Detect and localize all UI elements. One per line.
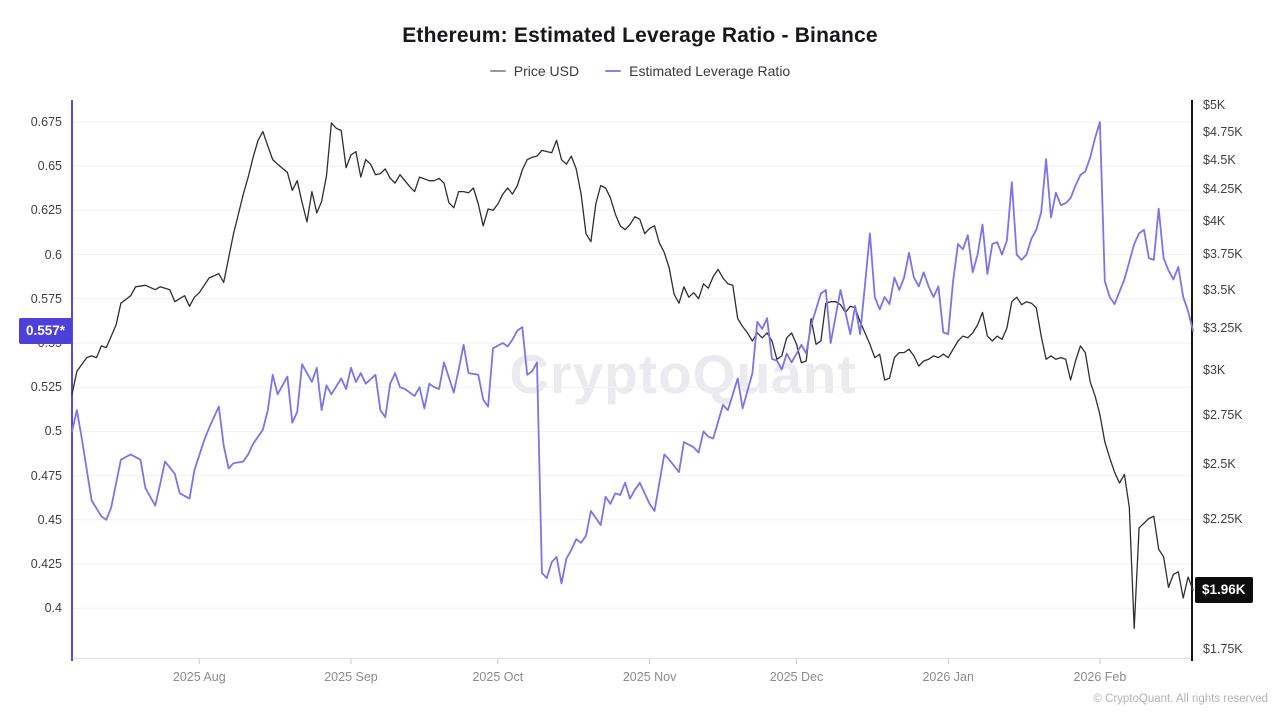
y-axis-left-tick-label: 0.6 bbox=[44, 247, 62, 262]
y-axis-left-tick-label: 0.575 bbox=[30, 291, 62, 306]
x-axis-month-label: 2025 Oct bbox=[472, 670, 524, 684]
y-axis-left-tick-label: 0.65 bbox=[37, 159, 62, 174]
y-axis-left-tick-label: 0.625 bbox=[30, 203, 62, 218]
y-axis-right-tick-label: $2.25K bbox=[1203, 511, 1243, 526]
y-axis-right-tick-label: $3.25K bbox=[1203, 321, 1243, 336]
y-axis-left-tick-label: 0.675 bbox=[30, 115, 62, 129]
chart-title: Ethereum: Estimated Leverage Ratio - Bin… bbox=[402, 24, 878, 47]
y-axis-right-tick-label: $3.75K bbox=[1203, 246, 1243, 261]
price-value-badge: $1.96K bbox=[1195, 577, 1253, 603]
y-axis-right-tick-label: $1.75K bbox=[1203, 641, 1243, 656]
y-axis-right-tick-label: $2.75K bbox=[1203, 407, 1243, 422]
y-axis-left-tick-label: 0.45 bbox=[37, 512, 62, 527]
y-axis-right-tick-label: $3K bbox=[1203, 362, 1226, 377]
x-axis-month-label: 2025 Dec bbox=[769, 670, 824, 684]
x-axis-month-label: 2025 Sep bbox=[324, 670, 378, 684]
y-axis-right-tick-label: $5K bbox=[1203, 98, 1226, 112]
price-line-swatch-icon bbox=[489, 70, 506, 72]
legend-label-estimated-leverage-ratio: Estimated Leverage Ratio bbox=[629, 63, 791, 79]
y-axis-right-tick-label: $4.25K bbox=[1203, 182, 1243, 197]
leverage-line-swatch-icon bbox=[605, 70, 622, 72]
y-axis-left-tick-label: 0.425 bbox=[30, 557, 62, 571]
x-axis-month-label: 2026 Jan bbox=[922, 670, 974, 684]
y-axis-left-tick-label: 0.4 bbox=[44, 601, 62, 616]
plot-area[interactable] bbox=[72, 100, 1192, 658]
leverage-value-badge: 0.557* bbox=[18, 317, 72, 344]
y-axis-left-tick-label: 0.525 bbox=[30, 380, 62, 395]
legend-item-estimated-leverage-ratio[interactable]: Estimated Leverage Ratio bbox=[605, 63, 790, 79]
x-axis-month-label: 2026 Feb bbox=[1073, 670, 1127, 684]
legend-label-price-usd: Price USD bbox=[513, 63, 580, 79]
y-axis-right-tick-label: $2.5K bbox=[1203, 456, 1236, 471]
legend-item-price-usd[interactable]: Price USD bbox=[489, 63, 580, 79]
y-axis-left-tick-label: 0.475 bbox=[30, 468, 62, 483]
y-axis-left-tick-label: 0.5 bbox=[44, 424, 62, 439]
y-axis-right-tick-label: $3.5K bbox=[1203, 282, 1236, 297]
price-line bbox=[71, 122, 1194, 630]
y-axis-right-tick-label: $4.75K bbox=[1203, 124, 1243, 139]
x-axis-month-label: 2025 Aug bbox=[172, 670, 226, 684]
x-axis-month-label: 2025 Nov bbox=[622, 670, 677, 684]
y-axis-right-tick-label: $4K bbox=[1203, 213, 1226, 228]
leverage-line bbox=[71, 121, 1194, 585]
cryptoquant-watermark: CryptoQuant bbox=[509, 342, 856, 406]
legend: Price USD Estimated Leverage Ratio bbox=[0, 63, 1280, 79]
y-axis-right-tick-label: $4.5K bbox=[1203, 152, 1236, 167]
copyright-footer: © CryptoQuant. All rights reserved bbox=[1093, 693, 1268, 705]
